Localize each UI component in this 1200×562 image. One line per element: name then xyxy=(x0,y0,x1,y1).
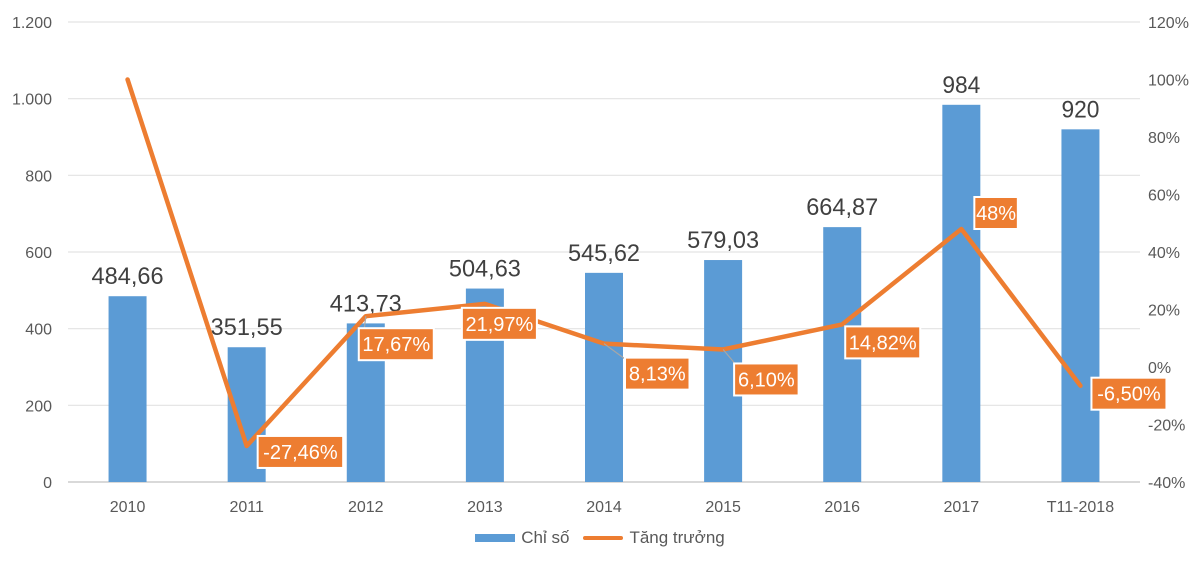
bar xyxy=(942,104,981,483)
bars-chi-so xyxy=(108,104,1100,483)
legend-swatch-bar xyxy=(475,534,516,542)
growth-data-label: 48% xyxy=(976,203,1016,225)
label-box xyxy=(462,308,536,339)
label-box xyxy=(975,198,1017,228)
legend-item-tang-truong[interactable]: Tăng trưởng xyxy=(583,528,725,548)
growth-data-label: 14,82% xyxy=(849,332,917,354)
x-tick-label: 2015 xyxy=(705,499,741,516)
x-tick-label: 2017 xyxy=(944,499,980,516)
growth-data-label: 8,13% xyxy=(629,364,686,386)
x-axis-ticks: 2010 2011 2012 2013 2014 2015 2016 2017 T11-2018 xyxy=(110,499,1114,516)
growth-data-label: 21,97% xyxy=(465,314,533,336)
y-left-tick-label: 600 xyxy=(25,245,52,262)
legend: Chỉ số Tăng trưởng xyxy=(0,528,1200,548)
line-data-labels: -27,46% 17,67% 21,97% 8,13% 6,10% 14,82% 48% -6… xyxy=(256,196,1168,469)
x-tick-label: 2016 xyxy=(824,499,860,516)
bar-data-label: 504,63 xyxy=(449,256,521,283)
bar-data-label: 484,66 xyxy=(92,263,164,290)
growth-data-label: 6,10% xyxy=(738,369,795,391)
y-right-tick-label: 20% xyxy=(1148,303,1180,320)
x-tick-label: T11-2018 xyxy=(1047,499,1114,516)
bar-data-label: 984 xyxy=(942,72,980,99)
x-tick-label: 2011 xyxy=(229,499,264,516)
y-left-tick-label: 1.000 xyxy=(12,92,52,109)
label-box xyxy=(1092,378,1166,409)
label-box xyxy=(626,358,689,389)
y-left-tick-label: 200 xyxy=(25,398,52,415)
x-tick-label: 2010 xyxy=(110,499,146,516)
left-axis-ticks: 0 200 400 600 800 1.000 1.200 xyxy=(12,15,52,492)
y-right-tick-label: 0% xyxy=(1148,360,1171,377)
growth-data-label: -6,50% xyxy=(1097,384,1161,406)
y-right-tick-label: 80% xyxy=(1148,130,1180,147)
y-right-tick-label: -40% xyxy=(1148,475,1185,492)
bar xyxy=(585,272,623,482)
bar-data-label: 579,03 xyxy=(687,227,759,254)
y-left-tick-label: 1.200 xyxy=(12,15,52,32)
bar-data-label: 920 xyxy=(1061,96,1099,123)
y-right-tick-label: 120% xyxy=(1148,15,1189,32)
y-right-tick-label: 60% xyxy=(1148,188,1180,205)
legend-swatch-line xyxy=(583,536,624,540)
label-box xyxy=(846,327,920,358)
y-left-tick-label: 800 xyxy=(25,168,52,185)
growth-data-label: 17,67% xyxy=(362,334,430,356)
growth-data-label: -27,46% xyxy=(263,442,338,464)
bar-data-label: 351,55 xyxy=(211,314,283,341)
legend-item-chi-so[interactable]: Chỉ số xyxy=(475,528,569,548)
label-box xyxy=(258,436,343,467)
bar-data-label: 545,62 xyxy=(568,240,640,267)
y-right-tick-label: -20% xyxy=(1148,418,1185,435)
y-left-tick-label: 400 xyxy=(25,322,52,339)
y-left-tick-label: 0 xyxy=(43,475,52,492)
x-tick-label: 2012 xyxy=(348,499,384,516)
x-tick-label: 2013 xyxy=(467,499,503,516)
legend-label: Chỉ số xyxy=(521,528,570,547)
bar xyxy=(1061,129,1100,483)
label-box xyxy=(735,364,798,395)
right-axis-ticks: -40% -20% 0% 20% 40% 60% 80% 100% 120% xyxy=(1148,15,1189,492)
label-box xyxy=(359,329,433,360)
bar xyxy=(108,296,147,482)
bar-data-label: 664,87 xyxy=(806,194,878,221)
x-tick-label: 2014 xyxy=(586,499,622,516)
y-right-tick-label: 40% xyxy=(1148,245,1180,262)
y-right-tick-label: 100% xyxy=(1148,73,1189,90)
legend-label: Tăng trưởng xyxy=(629,528,725,547)
